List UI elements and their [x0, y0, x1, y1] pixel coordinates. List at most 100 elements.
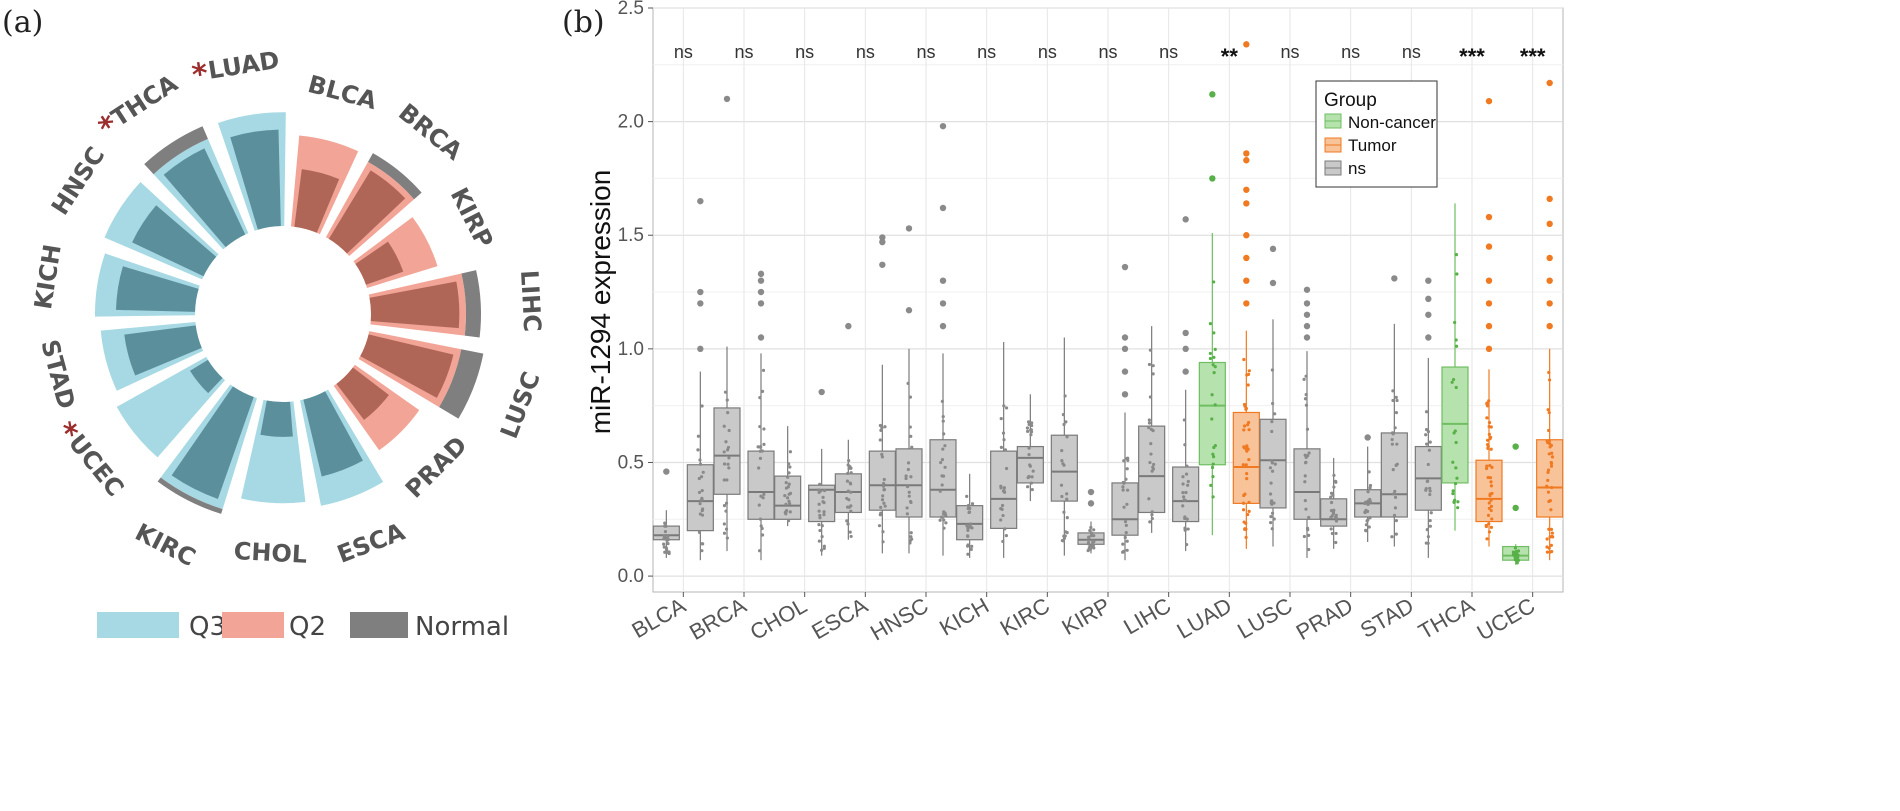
significance-kirc: ns: [1038, 42, 1057, 62]
box-luad-right-point: [1242, 357, 1246, 362]
significance-kich: ns: [977, 42, 996, 62]
box-lusc-left-point: [1272, 517, 1276, 521]
box-prad-right-point: [1368, 497, 1372, 502]
box-stad-right-point: [1426, 479, 1430, 483]
box-luad-right-outlier: [1243, 277, 1250, 284]
x-tick-label-lihc: LIHC: [1119, 593, 1175, 640]
radial-label-group-thca: THCA*: [93, 69, 183, 146]
box-kich-right-point: [1001, 513, 1005, 518]
box-chol-left-point: [784, 508, 789, 513]
box-thca-left-point: [1454, 440, 1458, 445]
box-brca-right-point: [760, 526, 764, 531]
box-chol-right-point: [822, 513, 826, 517]
box-thca-right-point: [1488, 476, 1493, 480]
box-brca-left-point: [726, 445, 731, 450]
box-blca-left-point: [663, 521, 667, 525]
box-stad-right-point: [1428, 518, 1432, 523]
significance-lihc: ns: [1159, 42, 1178, 62]
box-thca-right-point: [1489, 435, 1493, 439]
box-kich-right-point: [1001, 431, 1006, 435]
significance-prad: ns: [1341, 42, 1360, 62]
box-thca-left-point: [1454, 385, 1458, 390]
box-hnsc-left-outlier: [905, 225, 913, 232]
radial-bar-lusc-overlap: [360, 334, 454, 398]
box-chol-right-point: [818, 528, 822, 533]
box-kirp-left-point: [1091, 541, 1095, 545]
box-stad-left-point: [1394, 463, 1398, 467]
box-kich-left-point: [969, 547, 973, 552]
box-chol-left-point: [784, 481, 788, 485]
box-esca-left-point: [847, 459, 851, 463]
box-kirc-left-point: [1027, 474, 1031, 479]
legend-label-q3: Q3: [189, 612, 226, 642]
box-thca-left-point: [1454, 338, 1458, 342]
box-brca-right-point: [758, 445, 763, 449]
legend-swatch-q3: [97, 612, 179, 638]
box-thca-left-point: [1451, 377, 1456, 382]
box-brca-right-point: [760, 533, 765, 537]
box-kirc-left-point: [1030, 487, 1034, 492]
radial-bar-kich-overlap: [115, 266, 199, 312]
box-lihc-left-point: [1151, 467, 1155, 471]
box-lusc-right-point: [1307, 515, 1311, 520]
box-kirp-left-point: [1092, 528, 1096, 532]
box-chol-right-point: [818, 516, 822, 520]
box-stad-left-point: [1395, 442, 1399, 446]
radial-label-blca: BLCA: [305, 70, 380, 115]
box-lusc-right-point: [1303, 474, 1307, 478]
box-prad-right-point: [1366, 509, 1370, 513]
box-luad-left-point: [1211, 455, 1216, 459]
box-luad-right-point: [1247, 428, 1251, 432]
box-thca-right-outlier: [1485, 300, 1493, 307]
box-ucec-left-point: [1516, 558, 1521, 562]
box-hnsc-left-point: [906, 381, 910, 385]
box-brca-left-point: [722, 503, 727, 508]
box-kich-left-point: [965, 523, 969, 528]
box-kirc-left-point: [1030, 423, 1034, 428]
radial-bar-hnsc-overlap: [132, 205, 217, 277]
box-luad-left-point: [1212, 331, 1216, 335]
box-lusc-right-point: [1307, 451, 1311, 455]
box-ucec-right-point: [1549, 527, 1554, 532]
box-prad-left-point: [1330, 531, 1334, 536]
box-blca-left-outlier: [663, 468, 670, 475]
box-hnsc-right-point: [942, 526, 946, 530]
box-lihc-left-point: [1149, 452, 1153, 456]
box-lihc-left-point: [1150, 516, 1154, 521]
box-kich-right-point: [1002, 490, 1007, 494]
radial-label-prad: PRAD: [400, 431, 473, 504]
box-brca-left-point: [724, 440, 728, 444]
box-kirc-right-point: [1065, 435, 1069, 439]
box-thca-right-outlier: [1485, 322, 1493, 330]
box-kich-left-point: [970, 502, 975, 506]
box-chol-right-point: [817, 539, 821, 543]
box-brca-left-point: [724, 527, 729, 531]
box-thca-left-point: [1450, 380, 1454, 384]
box-stad-right-point: [1424, 427, 1429, 432]
box-brca-left-point: [725, 536, 729, 540]
legend-item-non-cancer: Non-cancer: [1348, 113, 1436, 132]
box-luad-right: [1232, 411, 1260, 504]
box-lusc-left-point: [1270, 511, 1275, 515]
box-luad-left-point: [1212, 371, 1216, 375]
box-hnsc-right-point: [938, 489, 942, 493]
box-legend: Group Non-cancer Tumor ns: [1315, 80, 1438, 188]
box-blca-right-point: [700, 508, 704, 513]
box-brca-right-point: [757, 503, 761, 507]
box-brca-right-point: [760, 389, 765, 393]
box-brca-right-point: [762, 492, 766, 496]
box-kirp-right-point: [1122, 459, 1126, 463]
box-thca-left-point: [1454, 253, 1459, 257]
box-blca-right-point: [698, 502, 702, 506]
box-brca-left-point: [722, 522, 726, 526]
box-stad-left-point: [1394, 395, 1398, 400]
box-thca-left-point: [1454, 344, 1459, 348]
box-ucec-right-outlier: [1546, 220, 1553, 228]
box-luad-left-point: [1211, 495, 1215, 499]
box-ucec-right-point: [1547, 370, 1551, 375]
box-thca-right-point: [1489, 498, 1493, 502]
radial-bar-thca-overlap: [163, 148, 246, 248]
box-luad-left-point: [1211, 462, 1215, 466]
box-kirc-left-point: [1030, 475, 1034, 479]
box-stad-left-point: [1391, 468, 1395, 472]
